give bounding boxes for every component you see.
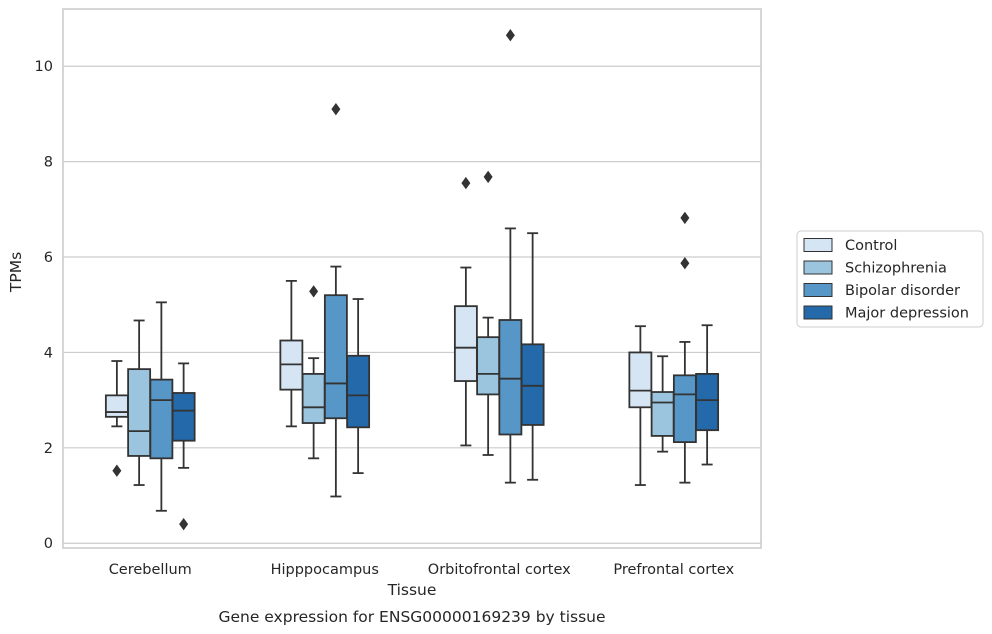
box-body bbox=[650, 391, 675, 437]
x-tick-label-3: Prefrontal cortex bbox=[613, 562, 734, 578]
legend-label-2: Bipolar disorder bbox=[845, 283, 960, 299]
outlier-point-0 bbox=[483, 170, 493, 184]
legend-swatch-0 bbox=[803, 238, 833, 252]
y-tick-label-4: 4 bbox=[44, 345, 53, 361]
outlier-point-0 bbox=[505, 29, 515, 42]
outlier-point-0 bbox=[112, 464, 122, 477]
x-tick-label-0: Cerebellum bbox=[109, 562, 192, 578]
box-2-3 bbox=[520, 232, 545, 481]
x-axis-title: Tissue bbox=[387, 581, 437, 599]
y-tick-label-8: 8 bbox=[44, 155, 53, 171]
box-body bbox=[453, 305, 478, 382]
grid-lines bbox=[63, 65, 761, 544]
y-tick-label-6: 6 bbox=[44, 250, 53, 266]
legend-label-3: Major depression bbox=[845, 306, 969, 322]
x-tick-label-1: Hipppocampus bbox=[271, 562, 379, 578]
outlier-point-0 bbox=[461, 176, 471, 190]
box-body bbox=[323, 294, 348, 420]
outlier-point-0 bbox=[331, 102, 341, 116]
box-body bbox=[346, 354, 371, 429]
box-body bbox=[301, 372, 326, 424]
box-3-3 bbox=[695, 324, 720, 466]
x-tick-label-2: Orbitofrontal cortex bbox=[428, 562, 571, 578]
x-tick-labels: Cerebellum Hipppocampus Orbitofrontal cort… bbox=[109, 562, 735, 578]
box-body bbox=[628, 351, 653, 409]
box-0-1 bbox=[127, 319, 152, 486]
legend-frame bbox=[796, 230, 984, 328]
box-body bbox=[149, 378, 174, 460]
legend-swatch-3 bbox=[803, 305, 833, 320]
box-body bbox=[672, 374, 697, 444]
outlier-point-0 bbox=[309, 285, 319, 298]
box-body bbox=[695, 372, 720, 432]
box-body bbox=[476, 336, 501, 396]
outlier-point-0 bbox=[680, 257, 690, 270]
legend-label-1: Schizophrenia bbox=[845, 261, 947, 277]
y-tick-label-10: 10 bbox=[35, 59, 53, 75]
legend-swatch-2 bbox=[803, 283, 833, 297]
box-1-0 bbox=[279, 279, 304, 428]
box-body bbox=[498, 319, 523, 436]
legend: Control Schizophrenia Bipolar disorder Majo… bbox=[796, 230, 984, 328]
chart-caption: Gene expression for ENSG00000169239 by t… bbox=[218, 608, 605, 626]
y-tick-labels: 0 2 4 6 8 10 bbox=[35, 59, 53, 552]
box-body bbox=[520, 343, 545, 426]
box-3-0 bbox=[628, 325, 653, 486]
y-axis-title: TPMs bbox=[7, 252, 25, 293]
box-body bbox=[171, 392, 196, 442]
legend-label-0: Control bbox=[845, 238, 897, 254]
box-2-0 bbox=[453, 176, 478, 447]
box-0-0 bbox=[104, 360, 129, 477]
plot-area-frame bbox=[62, 8, 762, 549]
boxes bbox=[104, 29, 720, 531]
y-tick-label-0: 0 bbox=[44, 536, 53, 552]
box-body bbox=[104, 394, 129, 418]
outlier-point-1 bbox=[680, 211, 690, 225]
y-tick-label-2: 2 bbox=[44, 441, 53, 457]
box-0-3 bbox=[171, 362, 196, 531]
outlier-point-0 bbox=[179, 517, 189, 531]
box-body bbox=[127, 368, 152, 457]
box-1-3 bbox=[346, 298, 371, 475]
legend-swatch-1 bbox=[803, 260, 833, 275]
